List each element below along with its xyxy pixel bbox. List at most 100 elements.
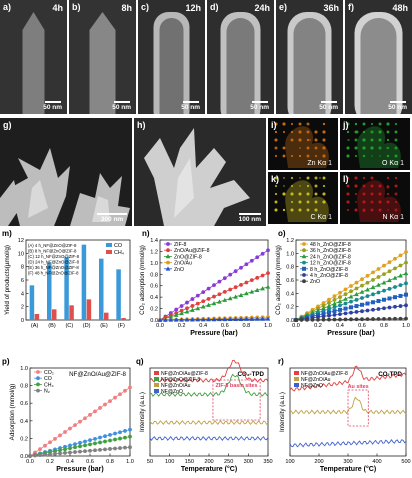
y-axis-label: Adsorption (mmol/g) <box>9 384 16 441</box>
legend-swatch <box>294 383 299 387</box>
data-point <box>174 307 179 312</box>
y-tick-label: 0.4 <box>20 419 28 425</box>
data-point <box>354 280 359 285</box>
data-point <box>195 293 200 298</box>
data-point <box>123 435 127 440</box>
data-point <box>123 445 127 450</box>
growth-time: 48h <box>392 3 408 13</box>
panel-label: m) <box>2 229 12 238</box>
data-point <box>398 283 403 288</box>
data-point <box>233 316 238 321</box>
data-point <box>254 287 260 292</box>
data-point <box>249 316 255 321</box>
data-point <box>382 272 386 277</box>
legend-label: ZIF-8 <box>174 242 187 248</box>
data-point <box>217 316 222 322</box>
data-point <box>63 430 67 434</box>
data-point <box>233 285 238 290</box>
x-tick-label: 100 <box>285 459 294 465</box>
data-point <box>365 308 370 313</box>
legend-label: NF@ZnO <box>301 383 323 389</box>
eds-speckle <box>274 122 329 168</box>
nanorod-shape <box>22 12 45 114</box>
panel-label: f) <box>348 2 354 12</box>
data-point <box>68 450 72 455</box>
data-point <box>73 423 77 428</box>
data-point <box>33 453 37 458</box>
bar-CH₄-(A) <box>34 314 40 320</box>
data-point <box>321 303 326 308</box>
data-point <box>98 447 102 452</box>
growth-time: 12h <box>185 3 201 13</box>
chart-p: p) 0.0 0.2 0.4 0.6 0.8 1.0 0.0 0.2 0.4 0.6 0.8 1.0 Pr… <box>2 357 134 473</box>
y-tick-label: 0.4 <box>150 295 158 301</box>
x-tick-label: 0.4 <box>66 459 74 465</box>
chart-o: o) 0.0 0.2 0.4 0.6 0.8 1.0 0.0 0.2 0.4 0.6 0.8 1.0 1.… <box>275 229 410 337</box>
legend-swatch <box>154 377 159 381</box>
x-tick-label: (C) <box>65 323 73 329</box>
growth-time: 36h <box>323 3 339 13</box>
data-point <box>255 275 260 280</box>
panel-label: o) <box>278 229 286 238</box>
data-point <box>63 451 67 455</box>
y-tick-label: 1.0 <box>150 261 158 267</box>
legend-label: CO <box>114 243 122 249</box>
data-point <box>371 300 375 305</box>
y-tick-label: 2 <box>21 305 24 311</box>
panel-label: h) <box>137 120 146 130</box>
x-tick-label: 0.8 <box>243 323 251 329</box>
data-point <box>387 316 392 321</box>
data-point <box>123 429 127 433</box>
legend-marker <box>166 242 170 246</box>
data-point <box>123 388 127 393</box>
data-point <box>316 317 320 322</box>
legend-label: NF@ZnO/Au@ZIF-8 <box>161 371 208 377</box>
data-point <box>53 436 57 441</box>
data-point <box>58 448 62 453</box>
nanorod-shape <box>354 12 403 114</box>
legend-marker <box>302 260 306 265</box>
data-point <box>321 305 326 311</box>
data-point <box>128 385 132 390</box>
data-point <box>265 284 271 289</box>
x-tick-label: 150 <box>185 459 194 465</box>
data-point <box>190 307 195 312</box>
chart-n: n) 0.0 0.2 0.4 0.6 0.8 1.0 0.0 0.2 0.4 0.6 0.8 1.0 1.… <box>139 229 272 337</box>
data-point <box>222 316 228 322</box>
legend-label: 8 h_ZnO@ZIF-8 <box>310 267 348 273</box>
panel-label: k) <box>271 174 280 184</box>
data-point <box>354 297 359 302</box>
data-point <box>73 442 77 447</box>
eds-speckle <box>346 122 401 168</box>
data-point <box>185 300 189 305</box>
growth-time: 24h <box>254 3 270 13</box>
data-point <box>338 307 342 312</box>
legend-swatch <box>294 371 299 375</box>
x-tick-label: 0.2 <box>178 323 186 329</box>
annotation: ZIF-8 basic sites <box>216 383 258 389</box>
data-point <box>326 303 332 308</box>
data-point <box>381 280 387 285</box>
scale-bar: 50 nm <box>43 101 62 111</box>
y-tick-label: 1.2 <box>150 249 158 255</box>
data-point <box>98 440 102 445</box>
bar-CH₄-(F) <box>121 318 126 320</box>
legend-marker <box>302 279 306 284</box>
data-point <box>78 419 82 424</box>
data-point <box>332 294 337 299</box>
data-point <box>78 444 82 449</box>
y-axis-label: Intensity (a.u.) <box>279 392 286 432</box>
data-point <box>88 448 92 453</box>
data-point <box>360 302 364 307</box>
data-point <box>360 277 364 282</box>
y-axis-label: Intensity (a.u.) <box>139 392 146 432</box>
data-point <box>93 409 97 414</box>
bar-CO-(C) <box>64 257 69 320</box>
legend-label: NF@ZnO/Au@ZIF-8 <box>301 371 348 377</box>
data-point <box>265 316 271 321</box>
data-point <box>327 313 331 318</box>
panel-label: e) <box>279 2 288 12</box>
data-point <box>128 445 132 450</box>
eds-speckle <box>346 176 401 222</box>
data-point <box>227 316 233 322</box>
